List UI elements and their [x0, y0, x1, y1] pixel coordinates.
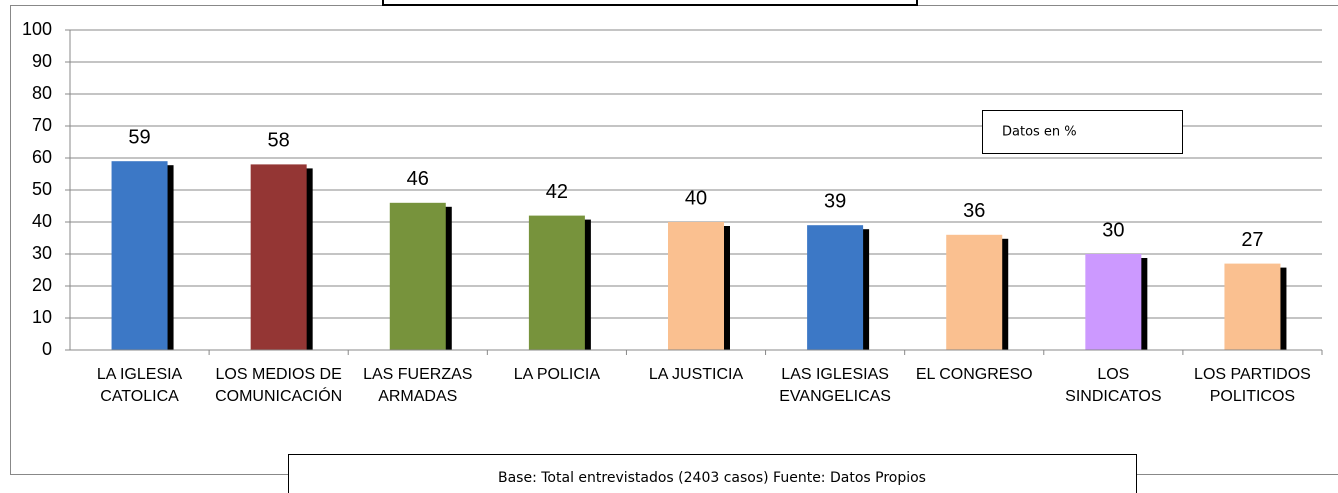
bar-shadow — [444, 206, 452, 350]
y-tick-label: 10 — [32, 307, 52, 327]
note-box — [982, 110, 1183, 154]
y-tick-label: 100 — [22, 19, 52, 39]
x-tick-label: LOS PARTIDOS POLITICOS — [1194, 366, 1311, 405]
bar — [528, 215, 585, 350]
value-label: 46 — [407, 168, 429, 190]
source: Base: Total entrevistados (2403 casos) F… — [498, 470, 926, 486]
y-tick-label: 40 — [32, 211, 52, 231]
bar — [389, 202, 446, 350]
bar-shadow — [1001, 238, 1009, 350]
value-label: 42 — [546, 181, 568, 203]
title-box — [382, 0, 918, 6]
value-label: 59 — [128, 126, 150, 148]
y-tick-label: 90 — [32, 51, 52, 71]
bar — [111, 161, 168, 350]
y-tick-label: 30 — [32, 243, 52, 263]
x-tick-label: LOS SINDICATOS — [1065, 366, 1162, 405]
y-tick-label: 80 — [32, 83, 52, 103]
bar — [250, 164, 307, 350]
y-tick-label: 60 — [32, 147, 52, 167]
bar — [668, 222, 724, 350]
value-label: 30 — [1102, 219, 1124, 241]
value-label: 36 — [963, 200, 985, 222]
value-label: 39 — [824, 190, 846, 212]
y-tick-label: 50 — [32, 179, 52, 199]
y-tick-label: 70 — [32, 115, 52, 135]
bar-shadow — [1140, 258, 1148, 350]
bar-shadow — [583, 219, 591, 350]
bar-shadow — [166, 165, 174, 350]
x-tick-label: LA IGLESIA CATOLICA — [96, 366, 183, 405]
value-label: 40 — [685, 187, 707, 209]
x-tick-label: EL CONGRESO — [915, 366, 1033, 383]
bar — [807, 225, 864, 350]
bar-shadow — [723, 226, 730, 350]
bar-shadow — [862, 229, 870, 350]
bar — [1224, 263, 1281, 350]
x-tick-label: LOS MEDIOS DE COMUNICACIÓN — [215, 366, 343, 405]
source-box — [288, 454, 1137, 493]
value-label: 27 — [1241, 229, 1263, 251]
note: Datos en % — [1002, 125, 1077, 140]
x-tick-label: LA JUSTICIA — [648, 366, 744, 383]
x-tick-label: LAS FUERZAS ARMADAS — [363, 366, 473, 405]
value-label: 58 — [268, 130, 290, 152]
x-tick-label: LAS IGLESIAS EVANGELICAS — [779, 366, 891, 405]
y-tick-label: 0 — [42, 339, 52, 359]
y-tick-label: 20 — [32, 275, 52, 295]
bar-shadow — [305, 168, 313, 350]
bar — [1085, 254, 1142, 350]
x-tick-label: LA POLICIA — [513, 366, 600, 383]
bar — [946, 234, 1003, 350]
bar-shadow — [1279, 267, 1287, 350]
